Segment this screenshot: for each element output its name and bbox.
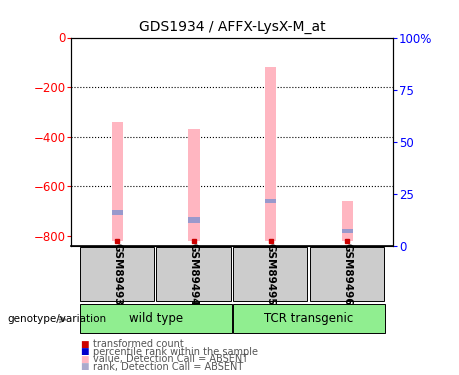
Bar: [79, 304, 231, 333]
Text: genotype/variation: genotype/variation: [7, 315, 106, 324]
Bar: [341, 229, 353, 233]
Bar: [79, 247, 154, 301]
Bar: [233, 304, 384, 333]
Bar: [341, 201, 353, 241]
Title: GDS1934 / AFFX-LysX-M_at: GDS1934 / AFFX-LysX-M_at: [139, 20, 325, 34]
Text: GSM89493: GSM89493: [112, 243, 122, 305]
Text: ■: ■: [80, 340, 89, 349]
Bar: [309, 247, 383, 301]
Text: rank, Detection Call = ABSENT: rank, Detection Call = ABSENT: [93, 362, 243, 372]
Text: GSM89496: GSM89496: [341, 243, 352, 305]
Bar: [156, 247, 230, 301]
Bar: [264, 199, 276, 203]
Bar: [112, 210, 123, 215]
Text: ■: ■: [80, 355, 89, 364]
Bar: [188, 217, 199, 223]
Text: TCR transgenic: TCR transgenic: [264, 312, 353, 326]
Bar: [233, 247, 307, 301]
Text: wild type: wild type: [129, 312, 182, 326]
Text: value, Detection Call = ABSENT: value, Detection Call = ABSENT: [93, 354, 248, 364]
Text: GSM89495: GSM89495: [265, 243, 275, 305]
Text: ■: ■: [80, 362, 89, 371]
Text: GSM89494: GSM89494: [189, 243, 199, 305]
Text: percentile rank within the sample: percentile rank within the sample: [93, 347, 258, 357]
Bar: [264, 67, 276, 241]
Bar: [112, 122, 123, 241]
Text: transformed count: transformed count: [93, 339, 184, 349]
Bar: [188, 129, 199, 241]
Text: ■: ■: [80, 347, 89, 356]
